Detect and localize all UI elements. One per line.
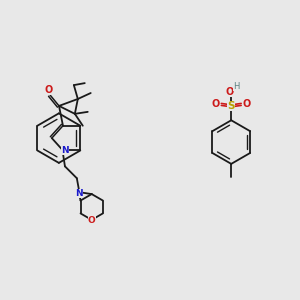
Text: N: N bbox=[61, 146, 69, 155]
Text: O: O bbox=[225, 86, 233, 97]
Text: S: S bbox=[227, 101, 235, 111]
Text: O: O bbox=[243, 99, 251, 110]
Text: O: O bbox=[211, 99, 220, 110]
Text: N: N bbox=[75, 189, 82, 198]
Text: O: O bbox=[88, 216, 96, 225]
Text: O: O bbox=[45, 85, 53, 95]
Text: H: H bbox=[233, 82, 239, 91]
